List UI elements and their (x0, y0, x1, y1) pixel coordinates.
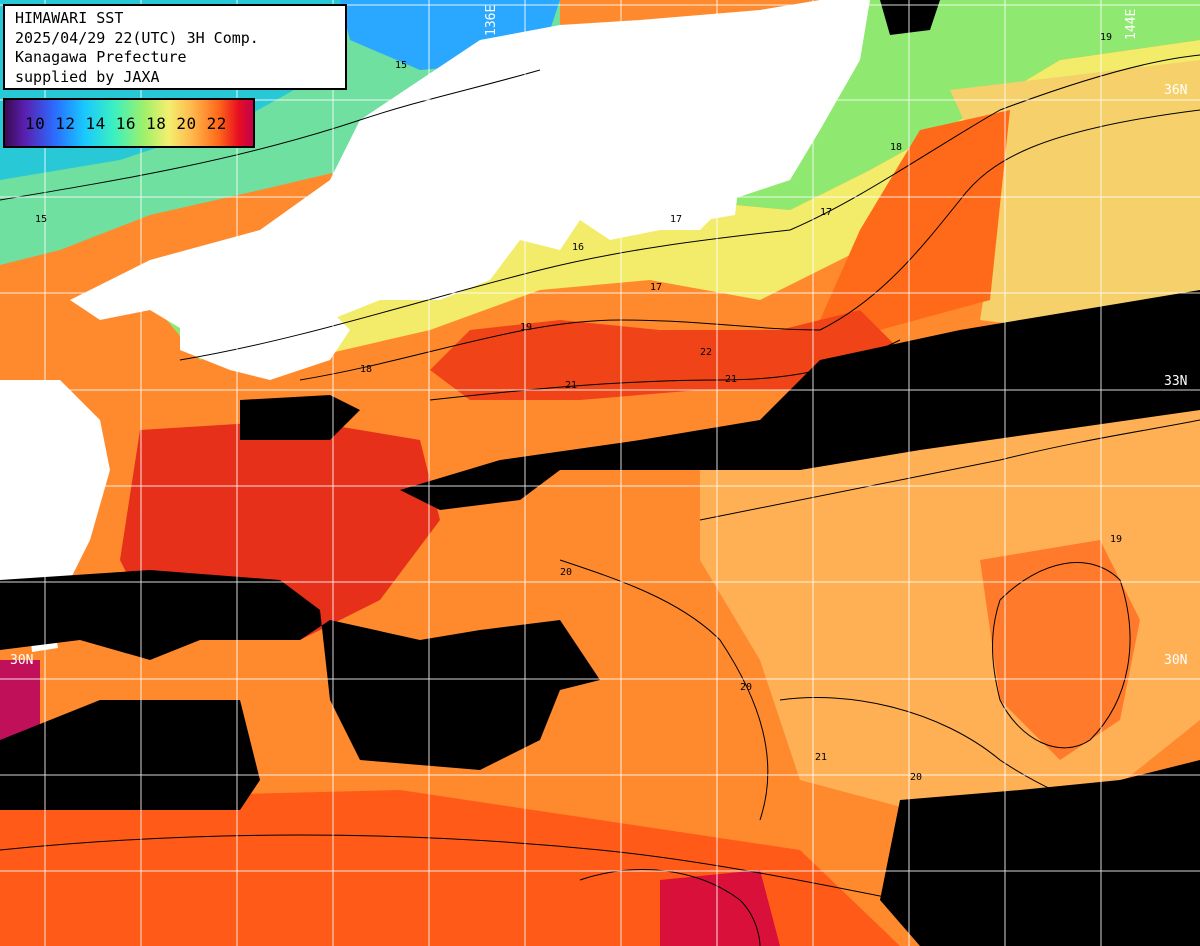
honshu-land (70, 0, 870, 340)
contour-label: 17 (650, 282, 662, 293)
contour-label: 19 (1130, 782, 1142, 793)
cloud-patch (240, 395, 360, 440)
lat-label-30n-west: 30N (10, 653, 34, 668)
contour-label: 20 (740, 682, 752, 693)
contour-label: 18 (360, 364, 372, 375)
map-title: HIMAWARI SST (15, 9, 124, 27)
cloud-band-southwest (0, 700, 260, 810)
contour-label: 19 (520, 322, 532, 333)
map-title-box: HIMAWARI SST 2025/04/29 22(UTC) 3H Comp.… (3, 4, 347, 90)
cloud-patch-north (880, 0, 940, 35)
contour-label: 15 (35, 214, 47, 225)
lon-label-144e: 144E (1124, 8, 1139, 40)
colorbar-label: 14 (85, 113, 106, 133)
colorbar-label: 10 (25, 113, 46, 133)
colorbar-label: 20 (176, 113, 197, 133)
colorbar-label: 18 (146, 113, 167, 133)
warm-eddy-south (660, 870, 780, 946)
contour-label: 21 (815, 752, 827, 763)
contour-label: 22 (700, 347, 712, 358)
contour-line (299, 109, 1200, 381)
contour-label: 20 (560, 567, 572, 578)
map-region: Kanagawa Prefecture (15, 48, 187, 66)
contour-label: 19 (1100, 32, 1112, 43)
cloud-patch-southeast (1020, 800, 1200, 920)
warm-eddy-east (980, 540, 1140, 760)
contour-line (559, 559, 769, 821)
east-yellow-water (950, 60, 1200, 330)
contour-line (992, 562, 1131, 749)
shikoku-land (180, 290, 350, 380)
contour-label: 21 (725, 374, 737, 385)
contour-label: 17 (820, 207, 832, 218)
map-timestamp: 2025/04/29 22(UTC) 3H Comp. (15, 28, 259, 47)
contour-line (699, 419, 1200, 521)
cloud-band-west (0, 570, 600, 770)
contour-label: 19 (1110, 534, 1122, 545)
kuroshio-core (430, 310, 900, 400)
cloud-band-north (400, 290, 1200, 510)
warm-spot-southwest (0, 660, 40, 740)
contour-line (429, 339, 901, 401)
contour-line (779, 697, 1200, 831)
lat-label-30n-east: 30N (1164, 653, 1188, 668)
temperature-colorbar: 10 12 14 16 18 20 22 (3, 98, 255, 148)
kyushu-land (0, 380, 110, 600)
lat-label-36n: 36N (1164, 83, 1188, 98)
contour-line (0, 69, 541, 201)
contour-label: 21 (565, 380, 577, 391)
contour-label: 18 (890, 142, 902, 153)
contour-label: 20 (910, 772, 922, 783)
contour-line (0, 834, 901, 901)
contour-label: 17 (670, 214, 682, 225)
island-land (470, 145, 505, 195)
kuroshio-northeast (820, 110, 1010, 330)
contour-label-group: 15 15 16 17 17 17 18 18 19 19 19 19 20 2… (35, 32, 1142, 793)
map-source: supplied by JAXA (15, 67, 160, 86)
contour-line (179, 54, 1200, 361)
contour-label: 16 (572, 242, 584, 253)
lat-label-33n: 33N (1164, 374, 1188, 389)
contour-label: 15 (395, 60, 407, 71)
isotherm-contours (0, 54, 1200, 946)
colorbar-label: 22 (206, 113, 227, 133)
colorbar-label: 16 (115, 113, 137, 133)
lon-label-136e: 136E (484, 4, 499, 36)
colorbar-label: 12 (55, 113, 76, 133)
